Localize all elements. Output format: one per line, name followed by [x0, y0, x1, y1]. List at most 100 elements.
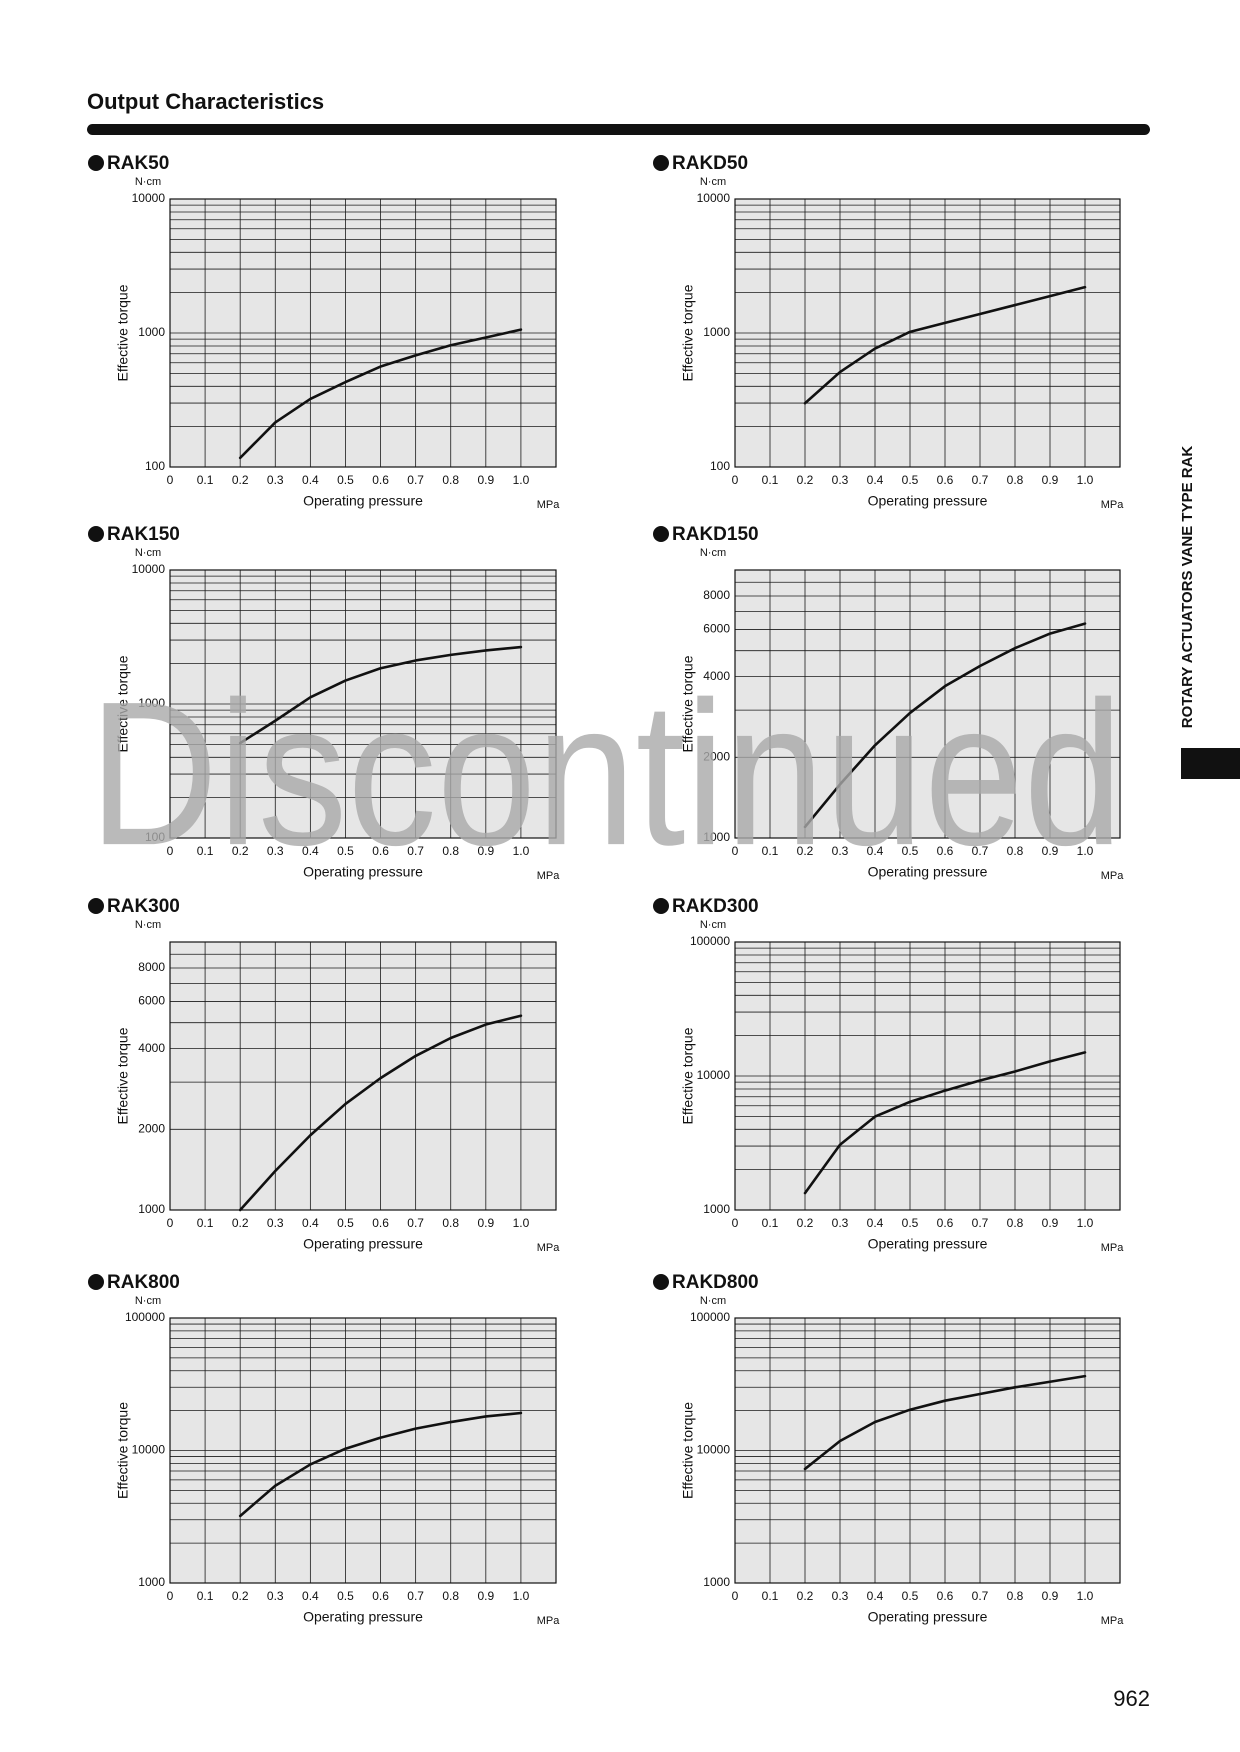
x-unit: MPa	[537, 870, 561, 882]
x-tick-label: 0	[732, 473, 739, 487]
y-axis-label: Effective torque	[680, 655, 696, 752]
x-tick-label: 0.7	[972, 1216, 989, 1230]
data-line	[803, 622, 1087, 829]
x-tick-label: 0.6	[372, 473, 389, 487]
x-tick-label: 0	[732, 1589, 739, 1603]
x-tick-label: 0.1	[762, 1216, 779, 1230]
title-bullet	[88, 898, 104, 914]
side-label: ROTARY ACTUATORS VANE TYPE RAK	[1179, 446, 1196, 729]
x-tick-label: 0.3	[832, 844, 849, 858]
y-tick-label: 8000	[138, 960, 165, 974]
x-tick-label: 1.0	[1077, 844, 1094, 858]
data-line	[238, 1014, 523, 1212]
page-title: Output Characteristics	[87, 89, 324, 114]
x-tick-label: 0.6	[372, 844, 389, 858]
x-tick-label: 1.0	[513, 1216, 530, 1230]
x-axis-label: Operating pressure	[868, 1236, 988, 1252]
x-tick-label: 0.1	[197, 1589, 214, 1603]
y-unit: N·cm	[700, 1295, 726, 1307]
y-tick-label: 10000	[697, 1443, 731, 1457]
x-tick-label: 0.6	[937, 1589, 954, 1603]
x-tick-label: 0.4	[302, 473, 319, 487]
x-tick-label: 0.6	[372, 1216, 389, 1230]
chart-title: RAK150	[107, 524, 180, 545]
x-tick-label: 0	[167, 1589, 174, 1603]
chart-title: RAKD300	[672, 896, 759, 917]
x-axis-label: Operating pressure	[303, 864, 423, 880]
y-tick-label: 8000	[703, 588, 730, 602]
x-tick-label: 0.9	[477, 844, 494, 858]
x-unit: MPa	[537, 1242, 561, 1254]
y-tick-label: 1000	[138, 696, 165, 710]
y-axis-label: Effective torque	[115, 1402, 131, 1499]
x-tick-label: 0.7	[407, 1216, 424, 1230]
x-axis-label: Operating pressure	[868, 864, 988, 880]
data-line	[238, 1411, 523, 1518]
y-tick-label: 6000	[138, 994, 165, 1008]
x-tick-label: 0.2	[797, 473, 814, 487]
y-axis-label: Effective torque	[115, 284, 131, 381]
y-tick-label: 10000	[697, 1068, 731, 1082]
plot-frame	[734, 941, 1121, 1211]
title-bullet	[653, 526, 669, 542]
watermark: Discontinued	[89, 659, 1123, 888]
data-line	[238, 645, 523, 745]
data-line	[803, 1374, 1087, 1471]
x-tick-label: 0.4	[867, 1216, 884, 1230]
data-line	[803, 1051, 1087, 1195]
x-unit: MPa	[1101, 1615, 1125, 1627]
y-tick-label: 10000	[697, 191, 731, 205]
x-tick-label: 0.6	[937, 844, 954, 858]
title-bullet	[653, 155, 669, 171]
x-tick-label: 0.8	[442, 1216, 459, 1230]
x-unit: MPa	[537, 1615, 561, 1627]
plot-frame	[734, 569, 1121, 839]
x-tick-label: 0.4	[302, 1216, 319, 1230]
x-tick-label: 0.3	[267, 1216, 284, 1230]
plot-frame	[734, 1317, 1121, 1584]
plot-frame	[169, 569, 557, 839]
x-tick-label: 0.4	[302, 844, 319, 858]
x-tick-label: 0.8	[442, 1589, 459, 1603]
y-tick-label: 1000	[703, 325, 730, 339]
x-tick-label: 0	[167, 1216, 174, 1230]
x-tick-label: 0.7	[407, 1589, 424, 1603]
plot-frame	[169, 941, 557, 1211]
x-tick-label: 1.0	[513, 473, 530, 487]
x-tick-label: 0	[732, 844, 739, 858]
y-unit: N·cm	[135, 547, 161, 559]
x-tick-label: 0.2	[797, 1589, 814, 1603]
y-axis-label: Effective torque	[680, 1027, 696, 1124]
y-unit: N·cm	[700, 176, 726, 188]
x-tick-label: 0.6	[937, 1216, 954, 1230]
x-tick-label: 0.4	[867, 1589, 884, 1603]
y-tick-label: 1000	[703, 1202, 730, 1216]
x-tick-label: 0.2	[232, 473, 249, 487]
x-tick-label: 0.5	[902, 844, 919, 858]
y-tick-label: 4000	[138, 1041, 165, 1055]
y-unit: N·cm	[700, 919, 726, 931]
x-tick-label: 0.3	[267, 473, 284, 487]
x-tick-label: 0.5	[902, 473, 919, 487]
y-tick-label: 10000	[132, 191, 166, 205]
data-line	[803, 285, 1087, 405]
x-tick-label: 0.7	[407, 844, 424, 858]
y-tick-label: 100	[145, 830, 165, 844]
x-tick-label: 0.7	[407, 473, 424, 487]
x-tick-label: 0.9	[477, 1216, 494, 1230]
x-tick-label: 0	[167, 844, 174, 858]
x-tick-label: 0.5	[337, 1589, 354, 1603]
x-tick-label: 0.8	[1007, 473, 1024, 487]
chart-title: RAK300	[107, 896, 180, 917]
x-tick-label: 0.4	[867, 473, 884, 487]
x-tick-label: 0.1	[762, 1589, 779, 1603]
y-tick-label: 1000	[138, 1202, 165, 1216]
y-unit: N·cm	[135, 919, 161, 931]
x-tick-label: 0.8	[1007, 1589, 1024, 1603]
x-unit: MPa	[1101, 870, 1125, 882]
y-tick-label: 2000	[703, 749, 730, 763]
y-unit: N·cm	[135, 1295, 161, 1307]
x-tick-label: 0.1	[762, 473, 779, 487]
